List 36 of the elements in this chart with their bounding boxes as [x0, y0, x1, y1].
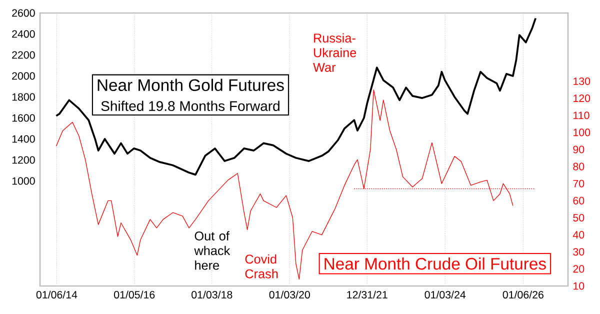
series-label: Near Month Crude Oil Futures [324, 257, 546, 270]
series-label: Near Month Gold Futures [98, 78, 284, 92]
y2-tick-label: 90 [573, 146, 584, 154]
y2-tick-label: 30 [573, 248, 584, 256]
x-tick-label: 01/03/20 [269, 290, 310, 299]
y-tick-label: 1400 [12, 135, 35, 143]
y-tick-label: 2600 [12, 9, 35, 17]
y-tick-label: 1600 [12, 114, 35, 122]
y2-tick-label: 40 [572, 231, 584, 239]
y-tick-label: 1200 [12, 156, 35, 164]
annotation: Covid Crash [245, 254, 278, 278]
y2-tick-label: 130 [574, 77, 590, 86]
x-tick-label: 01/06/26 [502, 290, 544, 299]
y2-tick-label: 10 [574, 282, 584, 290]
y2-tick-label: 70 [573, 180, 584, 188]
x-tick-label: 01/06/14 [36, 290, 78, 299]
y2-tick-label: 60 [573, 196, 584, 204]
y-tick-label: 2200 [12, 51, 35, 59]
y2-tick-label: 100 [574, 128, 590, 136]
annotation: Out of whack here [194, 231, 230, 270]
x-tick-label: 12/31/21 [347, 290, 388, 299]
y2-tick-label: 80 [573, 162, 584, 170]
line-series [55, 17, 537, 176]
y-tick-label: 1000 [12, 177, 35, 185]
y2-tick-label: 20 [573, 265, 584, 273]
y2-tick-label: 50 [573, 214, 584, 222]
y-tick-label: 2000 [12, 72, 35, 80]
annotation: Russia-Ukraine War [313, 33, 356, 72]
x-tick-label: 01/05/16 [114, 290, 155, 299]
annotation: Shifted 19.8 Months Forward [101, 100, 280, 112]
y2-tick-label: 120 [574, 94, 590, 102]
y-tick-label: 2400 [12, 30, 35, 38]
x-tick-label: 01/03/18 [192, 290, 232, 299]
x-tick-label: 01/03/24 [424, 290, 466, 299]
y-tick-label: 1800 [12, 93, 35, 101]
y2-tick-label: 110 [574, 112, 590, 120]
